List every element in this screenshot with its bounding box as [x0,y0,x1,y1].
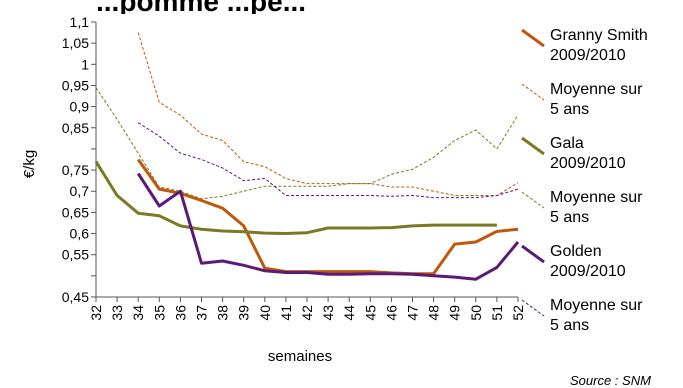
x-tick-label: 35 [151,305,167,321]
line-chart: 1,1 1,05 1 0,95 0,9 0,85 0,75 0,7 0,65 0,6 0,55 0,4… [21,14,526,365]
legend-item-3: Moyenne sur 5 ans [518,188,683,242]
legend-swatch [521,136,545,156]
legend-label: Moyenne sur 5 ans [550,189,643,226]
x-tick-label: 34 [130,305,146,321]
x-axis: 32 33 34 35 36 37 38 39 40 41 42 43 44 45 46 47 48 49 50 51… [88,296,526,321]
legend-swatch [521,28,545,48]
y-tick-label: 0,75 [62,162,89,178]
x-tick-label: 50 [468,305,484,321]
y-tick-label: 0,85 [62,120,89,136]
legend-item-4: Golden 2009/2010 [518,242,683,296]
y-axis: 1,1 1,05 1 0,95 0,9 0,85 0,75 0,7 0,65 0,6 0,55 0,4… [62,14,97,305]
legend: Granny Smith 2009/2010 Moyenne sur 5 ans G… [518,26,683,350]
legend-label: Moyenne sur 5 ans [550,81,643,118]
legend-label: Granny Smith 2009/2010 [550,27,648,64]
x-axis-label: semaines [268,348,332,365]
legend-label: Moyenne sur 5 ans [550,297,643,334]
y-tick-label: 1,05 [62,35,89,51]
x-tick-label: 52 [510,305,526,321]
series-line-5 [137,122,519,199]
series-line-4 [136,172,520,281]
legend-item-2: Gala 2009/2010 [518,134,683,188]
legend-item-0: Granny Smith 2009/2010 [518,26,683,80]
x-tick-label: 42 [299,305,315,321]
y-tick-label: 0,65 [62,204,89,220]
legend-swatch [521,299,545,317]
x-tick-label: 48 [426,305,442,321]
y-tick-label: 0,7 [70,183,90,199]
legend-swatch [521,191,545,209]
y-tick-label: 0,9 [70,99,90,115]
source-note: Source : SNM [570,373,651,388]
x-tick-label: 38 [215,305,231,321]
legend-swatch [521,83,545,101]
y-tick-label: 0,6 [70,226,90,242]
x-tick-label: 33 [109,305,125,321]
x-tick-label: 36 [172,305,188,321]
legend-label: Gala 2009/2010 [550,135,626,172]
y-tick-label: 1,1 [70,14,90,30]
x-tick-label: 51 [489,305,505,321]
legend-label: Golden 2009/2010 [550,243,626,280]
x-tick-label: 32 [88,305,104,321]
chart-title: ...pomme ...pe... [96,0,616,14]
legend-item-1: Moyenne sur 5 ans [518,80,683,134]
y-tick-label: 0,95 [62,77,89,93]
x-tick-label: 47 [405,305,421,321]
x-tick-label: 37 [194,305,210,321]
series-layer [94,32,520,281]
x-tick-label: 39 [236,305,252,321]
y-tick-label: 0,45 [62,289,89,305]
x-tick-label: 46 [383,305,399,321]
x-tick-label: 40 [257,305,273,321]
series-line-0 [136,158,519,276]
x-tick-label: 43 [320,305,336,321]
y-tick-label: 0,55 [62,247,89,263]
series-line-3 [95,87,519,200]
series-line-2 [94,160,497,235]
x-tick-label: 41 [278,305,294,321]
y-tick-label: 1 [81,56,89,72]
x-tick-label: 49 [447,305,463,321]
legend-item-5: Moyenne sur 5 ans [518,296,683,350]
series-line-1 [137,32,519,196]
legend-swatch [521,244,545,264]
x-tick-label: 45 [362,305,378,321]
y-axis-label: €/kg [21,150,38,178]
x-tick-label: 44 [341,305,357,321]
